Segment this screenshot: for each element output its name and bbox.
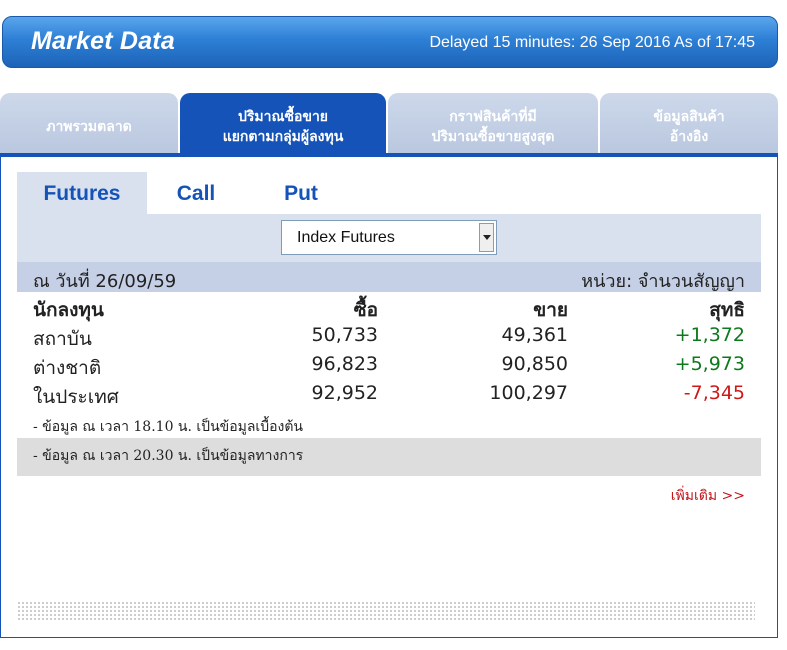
note-official: - ข้อมูล ณ เวลา 20.30 น. เป็นข้อมูลทางกา… (17, 438, 761, 476)
table-row: ต่างชาติ 96,823 90,850 +5,973 (17, 350, 761, 379)
tab-reference-data[interactable]: ข้อมูลสินค้า อ้างอิง (600, 93, 778, 155)
buy-value: 50,733 (311, 324, 378, 346)
tab-investor-volume[interactable]: ปริมาณซื้อขาย แยกตามกลุ่มผู้ลงทุน (180, 93, 386, 155)
tab-label-line1: ข้อมูลสินค้า (653, 109, 725, 125)
delay-status: Delayed 15 minutes: 26 Sep 2016 As of 17… (429, 34, 755, 51)
table-row: ในประเทศ 92,952 100,297 -7,345 (17, 379, 761, 408)
subtab-call[interactable]: Call (176, 181, 216, 205)
tab-top-volume-chart[interactable]: กราฟสินค้าที่มี ปริมาณซื้อขายสูงสุด (388, 93, 598, 155)
net-value: +1,372 (674, 324, 745, 346)
tab-label-line2: แยกตามกลุ่มผู้ลงทุน (222, 129, 344, 145)
sell-value: 100,297 (489, 382, 568, 404)
table-header-row: นักลงทุน ซื้อ ขาย สุทธิ (17, 292, 761, 321)
sub-tabs: Futures Call Put (17, 172, 761, 215)
dotted-divider (17, 601, 755, 621)
main-tabs: ภาพรวมตลาด ปริมาณซื้อขาย แยกตามกลุ่มผู้ล… (0, 93, 778, 155)
subtab-put[interactable]: Put (284, 181, 318, 205)
product-select[interactable]: Index Futures (281, 220, 497, 255)
net-value: +5,973 (674, 353, 745, 375)
tab-label-line2: ปริมาณซื้อขายสูงสุด (431, 129, 555, 145)
filter-bar: Index Futures (17, 214, 761, 262)
tab-label-line1: กราฟสินค้าที่มี (449, 109, 537, 125)
header-net: สุทธิ (709, 299, 745, 321)
sell-value: 49,361 (501, 324, 568, 346)
investor-table: นักลงทุน ซื้อ ขาย สุทธิ สถาบัน 50,733 49… (17, 292, 761, 408)
investor-name: ในประเทศ (33, 386, 119, 408)
subtab-futures[interactable]: Futures (17, 172, 147, 215)
chevron-down-icon (482, 235, 491, 240)
net-value: -7,345 (683, 382, 745, 404)
sell-value: 90,850 (501, 353, 568, 375)
info-bar: ณ วันที่ 26/09/59 หน่วย: จำนวนสัญญา (17, 262, 761, 292)
tab-market-overview[interactable]: ภาพรวมตลาด (0, 93, 178, 155)
tab-label-line1: ปริมาณซื้อขาย (237, 109, 329, 125)
more-link[interactable]: เพิ่มเติม >> (670, 488, 745, 504)
tab-label-line2: อ้างอิง (669, 129, 709, 145)
note-preliminary: - ข้อมูล ณ เวลา 18.10 น. เป็นข้อมูลเบื้อ… (17, 410, 761, 438)
investor-name: ต่างชาติ (33, 357, 102, 379)
header-sell: ขาย (533, 299, 568, 321)
buy-value: 92,952 (311, 382, 378, 404)
select-dropdown-button[interactable] (479, 223, 494, 252)
as-of-date: ณ วันที่ 26/09/59 (33, 271, 177, 292)
page-title: Market Data (31, 27, 175, 55)
investor-name: สถาบัน (33, 328, 92, 350)
tab-label: ภาพรวมตลาด (46, 119, 132, 135)
header-buy: ซื้อ (353, 299, 378, 321)
market-data-header: Market Data Delayed 15 minutes: 26 Sep 2… (2, 16, 778, 68)
product-select-value: Index Futures (297, 229, 395, 246)
note-text: - ข้อมูล ณ เวลา 20.30 น. เป็นข้อมูลทางกา… (33, 448, 304, 464)
buy-value: 96,823 (311, 353, 378, 375)
unit-label: หน่วย: จำนวนสัญญา (581, 271, 745, 292)
note-text: - ข้อมูล ณ เวลา 18.10 น. เป็นข้อมูลเบื้อ… (33, 419, 303, 435)
header-investor: นักลงทุน (33, 299, 104, 321)
table-row: สถาบัน 50,733 49,361 +1,372 (17, 321, 761, 350)
